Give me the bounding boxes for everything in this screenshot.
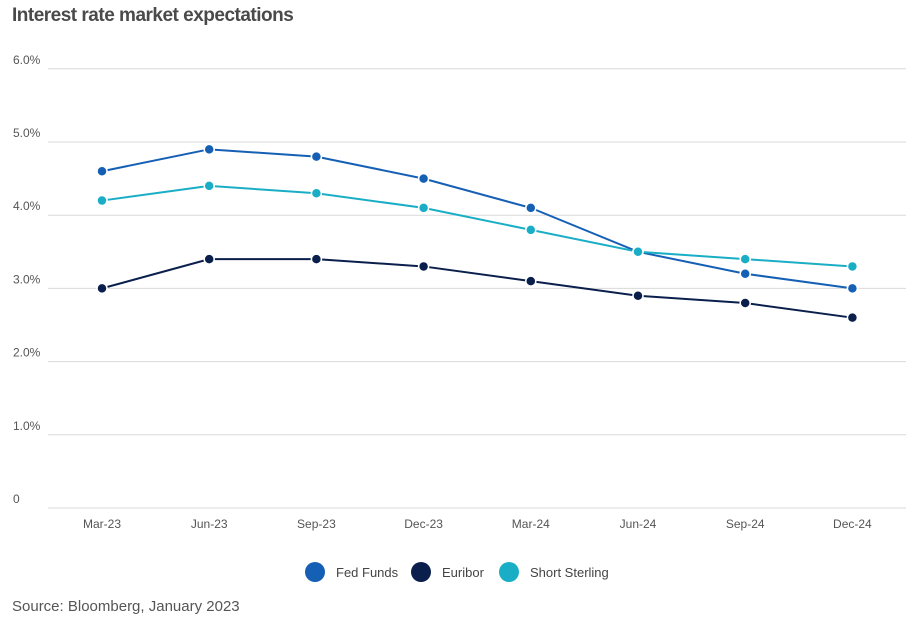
data-point [96,165,108,178]
data-point [310,150,323,163]
data-point [96,282,108,295]
y-tick-label: 4.0% [13,199,41,213]
series-lines [96,143,859,324]
data-point [203,180,215,192]
data-point [739,253,751,265]
data-point [203,143,215,156]
y-tick-label: 3.0% [13,272,41,286]
chart-title: Interest rate market expectations [12,5,294,26]
source-note: Source: Bloomberg, January 2023 [12,598,240,615]
data-point [417,202,430,214]
x-tick-label: Jun-24 [620,517,657,531]
data-point [310,253,323,265]
data-point [525,275,537,287]
data-point [417,260,430,273]
data-point [846,260,859,273]
legend-label: Fed Funds [336,565,399,580]
data-point [417,172,430,185]
data-point [739,268,751,280]
data-point [525,224,537,236]
data-point [632,246,644,258]
legend-marker [305,562,325,582]
data-point [846,282,859,295]
series-line [101,184,853,268]
data-point [96,194,108,207]
series-line [101,258,853,319]
x-tick-label: Dec-24 [833,517,872,531]
legend: Fed Funds Euribor Short Sterling [305,562,609,582]
y-axis-ticks: 0 1.0% 2.0% 3.0% 4.0% 5.0% 6.0% [13,53,41,506]
y-tick-label: 5.0% [13,126,41,140]
data-point [310,187,323,199]
gridlines [48,68,906,509]
line-chart: 0 1.0% 2.0% 3.0% 4.0% 5.0% 6.0% Mar-23 Jun-23 Se… [13,53,906,582]
x-tick-label: Sep-23 [297,517,336,531]
legend-marker [499,562,519,582]
y-tick-label: 6.0% [13,53,41,67]
legend-label: Euribor [442,565,485,580]
data-point [632,289,644,302]
legend-marker [411,562,431,582]
data-point [846,311,859,324]
x-tick-label: Jun-23 [191,517,228,531]
legend-label: Short Sterling [530,565,609,580]
series-line [101,148,853,290]
data-point [525,202,537,214]
data-point [203,253,215,265]
y-tick-label: 0 [13,492,20,506]
x-tick-label: Dec-23 [404,517,443,531]
x-tick-label: Sep-24 [726,517,765,531]
data-point [739,297,751,309]
x-tick-label: Mar-24 [512,517,550,531]
y-tick-label: 1.0% [13,419,41,433]
y-tick-label: 2.0% [13,346,41,360]
x-axis-ticks: Mar-23 Jun-23 Sep-23 Dec-23 Mar-24 Jun-24 Sep-… [83,517,872,531]
x-tick-label: Mar-23 [83,517,121,531]
